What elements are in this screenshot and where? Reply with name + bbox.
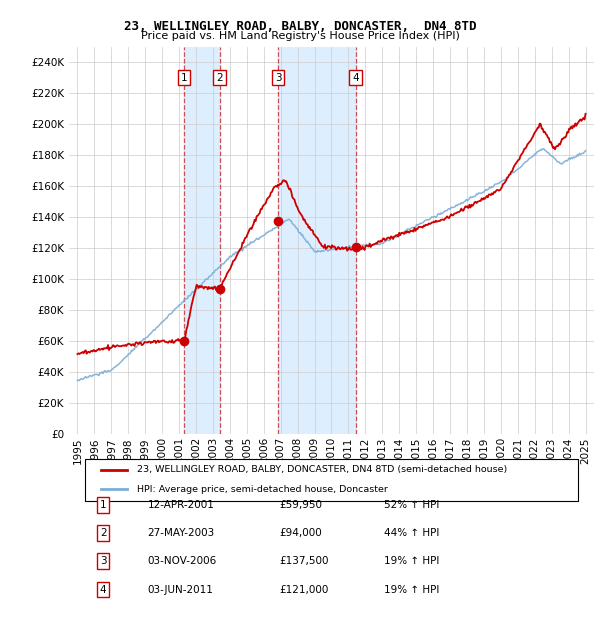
Text: 03-JUN-2011: 03-JUN-2011	[148, 585, 214, 595]
Bar	[184, 46, 220, 435]
Text: 1: 1	[181, 73, 187, 82]
Text: £94,000: £94,000	[279, 528, 322, 538]
Text: 23, WELLINGLEY ROAD, BALBY, DONCASTER,  DN4 8TD: 23, WELLINGLEY ROAD, BALBY, DONCASTER, D…	[124, 20, 476, 33]
Text: 3: 3	[100, 556, 106, 566]
Text: 27-MAY-2003: 27-MAY-2003	[148, 528, 215, 538]
Bar	[278, 46, 356, 435]
Text: £59,950: £59,950	[279, 500, 322, 510]
FancyBboxPatch shape	[85, 459, 578, 502]
Text: 23, WELLINGLEY ROAD, BALBY, DONCASTER, DN4 8TD (semi-detached house): 23, WELLINGLEY ROAD, BALBY, DONCASTER, D…	[137, 465, 508, 474]
Text: £137,500: £137,500	[279, 556, 329, 566]
Text: 19% ↑ HPI: 19% ↑ HPI	[384, 585, 439, 595]
Text: 52% ↑ HPI: 52% ↑ HPI	[384, 500, 439, 510]
Text: 19% ↑ HPI: 19% ↑ HPI	[384, 556, 439, 566]
Text: Price paid vs. HM Land Registry's House Price Index (HPI): Price paid vs. HM Land Registry's House …	[140, 31, 460, 41]
Text: £121,000: £121,000	[279, 585, 328, 595]
Text: 4: 4	[100, 585, 106, 595]
Text: 12-APR-2001: 12-APR-2001	[148, 500, 215, 510]
Text: 4: 4	[352, 73, 359, 82]
Text: 1: 1	[100, 500, 106, 510]
Text: 03-NOV-2006: 03-NOV-2006	[148, 556, 217, 566]
Text: 2: 2	[100, 528, 106, 538]
Text: 2: 2	[217, 73, 223, 82]
Text: 44% ↑ HPI: 44% ↑ HPI	[384, 528, 439, 538]
Text: HPI: Average price, semi-detached house, Doncaster: HPI: Average price, semi-detached house,…	[137, 485, 388, 494]
Text: 3: 3	[275, 73, 281, 82]
